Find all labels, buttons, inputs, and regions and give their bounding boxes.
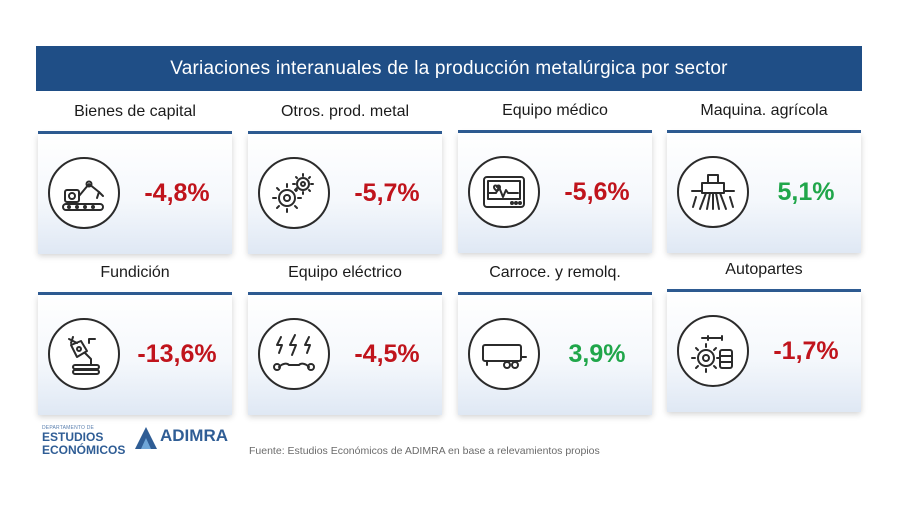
sector-value: 5,1% <box>777 178 835 206</box>
divider <box>458 292 652 295</box>
sector-label: Carroce. y remolq. <box>489 264 621 281</box>
sector-label: Equipo eléctrico <box>288 264 402 281</box>
sector-box: 3,9% <box>458 295 652 415</box>
department-line2: ECONÓMICOS <box>42 443 126 457</box>
sector-box: -4,5% <box>248 295 442 415</box>
divider <box>38 292 232 295</box>
sector-label: Fundición <box>100 264 170 281</box>
sector-label: Maquina. agrícola <box>700 102 828 119</box>
sector-box: -5,6% <box>458 133 652 253</box>
page-title: Variaciones interanuales de la producció… <box>36 46 862 91</box>
electric-tools-icon <box>258 318 330 390</box>
department-small-label: DEPARTAMENTO DE <box>42 425 95 431</box>
divider <box>667 289 861 292</box>
adimra-logo: ADIMRA <box>135 427 228 449</box>
divider <box>38 131 232 134</box>
gears-icon <box>258 157 330 229</box>
trailer-icon <box>468 318 540 390</box>
sector-label: Bienes de capital <box>74 103 196 120</box>
sector-value: -4,5% <box>354 340 420 368</box>
divider <box>248 131 442 134</box>
divider <box>458 130 652 133</box>
adimra-mark-icon <box>135 427 157 449</box>
foundry-ladle-icon <box>48 318 120 390</box>
sector-box: 5,1% <box>667 133 861 253</box>
adimra-name: ADIMRA <box>160 426 228 445</box>
sector-label: Otros. prod. metal <box>280 103 410 120</box>
sector-box: -1,7% <box>667 292 861 412</box>
harvester-icon <box>677 156 749 228</box>
sector-box: -13,6% <box>38 295 232 415</box>
divider <box>248 292 442 295</box>
sector-value: -13,6% <box>137 340 217 368</box>
sector-value: -1,7% <box>773 337 839 365</box>
divider <box>667 130 861 133</box>
sector-value: -5,7% <box>354 179 420 207</box>
sector-label: Equipo médico <box>502 102 608 119</box>
robot-arm-conveyor-icon <box>48 157 120 229</box>
sector-label: Autopartes <box>725 261 803 278</box>
estudios-economicos-logo: DEPARTAMENTO DE ESTUDIOS ECONÓMICOS <box>42 425 125 457</box>
sector-box: -5,7% <box>248 134 442 254</box>
sector-box: -4,8% <box>38 134 232 254</box>
sector-value: -4,8% <box>144 179 210 207</box>
autoparts-icon <box>677 315 749 387</box>
source-note: Fuente: Estudios Económicos de ADIMRA en… <box>249 445 600 457</box>
sector-value: 3,9% <box>568 340 626 368</box>
heart-monitor-icon <box>468 156 540 228</box>
sector-value: -5,6% <box>564 178 630 206</box>
department-line1: ESTUDIOS <box>42 430 104 444</box>
